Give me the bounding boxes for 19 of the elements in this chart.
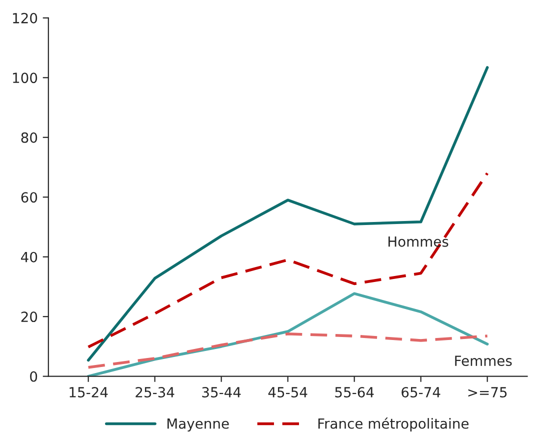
line-series [86, 172, 489, 348]
y-tick-label: 60 [21, 192, 38, 203]
x-tick-label: 55-64 [335, 386, 374, 398]
x-tick-label: 65-74 [402, 386, 440, 398]
annotation: Femmes [455, 356, 512, 366]
y-tick-label: 40 [21, 252, 38, 262]
x-tick-label: 45-54 [268, 387, 308, 398]
annotation: Hommes [388, 236, 448, 247]
y-tick-label: 120 [13, 12, 38, 24]
x-tick-label: 35-44 [202, 386, 241, 398]
y-tick-label: 20 [21, 312, 38, 322]
y-tick-label: 100 [13, 72, 38, 84]
x-tick-label: 15-24 [70, 386, 108, 398]
x-tick-label: 25-34 [136, 386, 174, 398]
y-tick-label: 0 [30, 371, 38, 382]
legend-label: Mayenne [167, 418, 229, 432]
y-tick-label: 80 [21, 132, 38, 143]
x-tick-label: >=75 [468, 387, 507, 398]
legend-label: France métropolitaine [318, 417, 469, 432]
